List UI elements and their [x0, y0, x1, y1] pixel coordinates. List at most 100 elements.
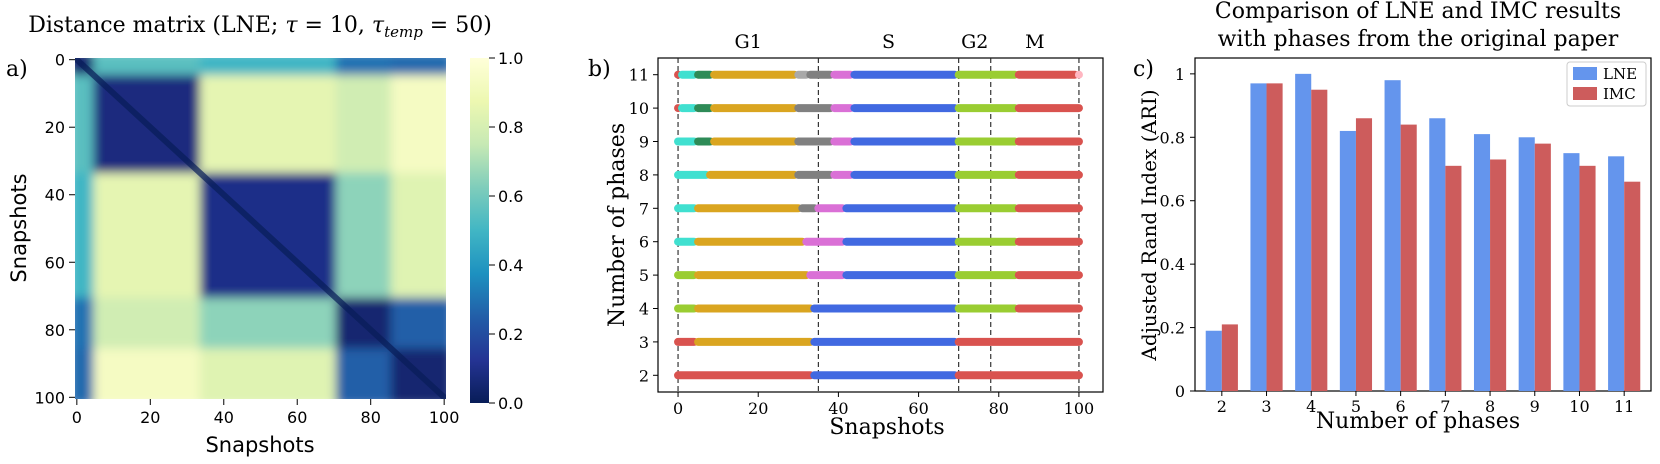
heatmap-cell — [93, 172, 201, 299]
heatmap-cell — [390, 297, 446, 349]
heatmap-cell — [75, 297, 94, 349]
x-tick-label: 5 — [1351, 397, 1361, 416]
colorbar-tick-label: 0.4 — [498, 256, 523, 275]
colorbar — [470, 58, 489, 403]
x-tick-label: 20 — [140, 408, 160, 427]
ari-bars — [1205, 73, 1641, 391]
bar-imc-4 — [1311, 89, 1328, 391]
bar-lne-2 — [1205, 330, 1222, 391]
heatmap-cell — [390, 58, 446, 76]
ari-x-ticks: 2 3 4 5 6 7 8 9 10 11 — [1217, 391, 1634, 416]
heatmap-cell — [93, 58, 201, 76]
colorbar-tick-label: 0.8 — [498, 118, 523, 137]
x-tick-label: 11 — [1614, 397, 1634, 416]
x-tick-label: 10 — [1569, 397, 1589, 416]
y-tick-label: 8 — [639, 166, 649, 185]
heatmap-cell — [75, 74, 94, 174]
heatmap-cell — [335, 348, 392, 399]
heatmap-cell — [390, 74, 446, 174]
ari-title-line1: Comparison of LNE and IMC results — [1215, 0, 1621, 24]
y-tick-label: 7 — [639, 199, 649, 218]
phase-label-g2: G2 — [961, 31, 988, 53]
bar-imc-5 — [1355, 118, 1373, 391]
bar-imc-3 — [1266, 83, 1283, 391]
heatmap-cell — [199, 348, 337, 399]
bar-lne-9 — [1518, 137, 1535, 391]
y-tick-label: 60 — [45, 253, 65, 272]
y-tick-label: 0.8 — [1160, 128, 1185, 147]
bar-lne-10 — [1563, 153, 1580, 391]
x-tick-label: 20 — [748, 399, 768, 418]
heatmap-cell — [93, 297, 201, 349]
phases-x-ticks: 0 20 40 60 80 100 — [673, 392, 1094, 418]
heatmap-cell — [75, 172, 94, 299]
colorbar-tick-label: 1.0 — [498, 49, 523, 68]
y-tick-label: 11 — [629, 66, 649, 85]
bar-imc-11 — [1624, 181, 1641, 391]
y-tick-label: 2 — [639, 366, 649, 385]
heatmap-cell — [75, 348, 94, 399]
y-tick-label: 80 — [45, 321, 65, 340]
y-tick-label: 3 — [639, 333, 649, 352]
heatmap-cell — [335, 58, 392, 76]
y-tick-label: 5 — [639, 266, 649, 285]
ari-legend: LNE IMC — [1566, 61, 1647, 107]
phase-rows — [674, 70, 1083, 380]
legend-label-lne: LNE — [1603, 65, 1637, 83]
heatmap-cell — [199, 74, 337, 174]
heatmap-cell — [335, 74, 392, 174]
colorbar-tick-label: 0.2 — [498, 325, 523, 344]
panel-c-label: c) — [1133, 57, 1154, 82]
x-tick-label: 60 — [287, 408, 307, 427]
y-tick-label: 100 — [34, 388, 65, 407]
x-tick-label: 3 — [1261, 397, 1271, 416]
panel-b-phases: b) G1 S G2 M 0 20 40 60 80 100 2 3 4 5 6 7 8 9 10 11 Snap… — [588, 31, 1104, 440]
panel-c-ari: c) Comparison of LNE and IMC results wit… — [1133, 0, 1652, 434]
series-lne — [1205, 73, 1625, 391]
x-tick-label: 8 — [1485, 397, 1495, 416]
bar-lne-7 — [1429, 118, 1446, 391]
phase-label-m: M — [1025, 31, 1044, 53]
x-tick-label: 80 — [989, 399, 1009, 418]
heatmap-title: Distance matrix (LNE; τ = 10, τtemp = 50… — [28, 13, 492, 41]
x-tick-label: 40 — [214, 408, 234, 427]
phases-x-axis-label: Snapshots — [829, 415, 944, 440]
phase-label-s: S — [882, 31, 895, 53]
bar-imc-7 — [1445, 165, 1462, 391]
heatmap-cells — [75, 58, 446, 399]
y-tick-label: 40 — [45, 186, 65, 205]
colorbar-tick-label: 0.0 — [498, 394, 523, 413]
panel-b-label: b) — [588, 57, 611, 82]
phase-labels: G1 S G2 M — [735, 31, 1045, 53]
legend-label-imc: IMC — [1603, 85, 1636, 103]
x-tick-label: 100 — [429, 408, 460, 427]
bar-imc-10 — [1579, 165, 1596, 391]
x-tick-label: 100 — [1064, 399, 1095, 418]
panel-a-heatmap: a) Distance matrix (LNE; τ = 10, τtemp =… — [6, 13, 523, 457]
phases-y-axis-label: Number of phases — [605, 123, 630, 327]
colorbar-ticks: 0.0 0.2 0.4 0.6 0.8 1.0 — [489, 49, 523, 413]
y-tick-label: 0 — [1175, 382, 1185, 401]
x-tick-label: 40 — [828, 399, 848, 418]
ari-y-axis-label: Adjusted Rand Index (ARI) — [1137, 89, 1161, 361]
panel-a-label: a) — [6, 57, 28, 82]
y-tick-label: 6 — [639, 233, 649, 252]
y-tick-label: 20 — [45, 118, 65, 137]
x-tick-label: 6 — [1396, 397, 1406, 416]
x-tick-label: 80 — [361, 408, 381, 427]
heatmap-x-ticks: 0 20 40 60 80 100 — [72, 399, 460, 427]
series-imc — [1221, 83, 1641, 391]
heatmap-cell — [199, 297, 337, 349]
y-tick-label: 0.2 — [1160, 319, 1185, 338]
y-tick-label: 10 — [629, 99, 649, 118]
heatmap-cell — [93, 348, 201, 399]
x-tick-label: 9 — [1530, 397, 1540, 416]
bar-imc-9 — [1534, 143, 1551, 391]
heatmap-y-ticks: 0 20 40 60 80 100 — [34, 51, 75, 407]
legend-swatch-imc — [1573, 87, 1597, 100]
bar-lne-3 — [1250, 83, 1267, 391]
x-tick-label: 4 — [1306, 397, 1316, 416]
y-tick-label: 0.6 — [1160, 192, 1185, 211]
x-tick-label: 2 — [1217, 397, 1227, 416]
